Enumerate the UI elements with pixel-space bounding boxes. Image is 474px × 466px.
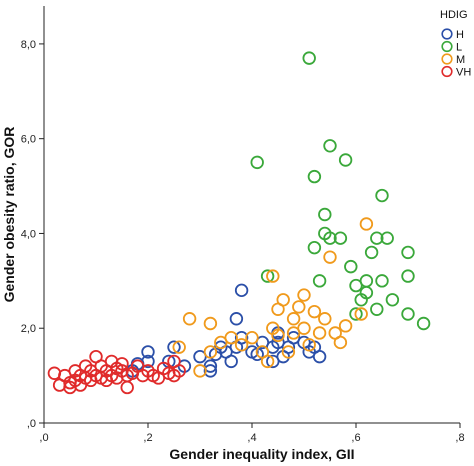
data-point-l (359, 274, 374, 288)
x-tick-label: ,0 (39, 432, 48, 444)
data-point-l (307, 169, 322, 184)
data-point-m (203, 345, 218, 359)
data-point-l (323, 139, 337, 153)
data-point-m (234, 338, 249, 352)
data-point-l (302, 51, 316, 65)
data-point-h (167, 340, 181, 354)
data-point-l (323, 231, 337, 245)
y-axis-title: Gender obesity ratio, GOR (1, 127, 17, 303)
y-tick-label: 4,0 (21, 228, 36, 240)
data-point-h (229, 312, 244, 326)
data-point-m (224, 331, 238, 345)
data-point-m (297, 288, 311, 302)
data-point-l (375, 274, 389, 288)
data-point-h (234, 283, 249, 298)
data-point-m (182, 312, 197, 326)
data-point-vh (120, 380, 134, 395)
data-point-l (349, 307, 363, 321)
data-point-l (338, 153, 353, 167)
x-axis-title: Gender inequality index, GII (169, 446, 354, 462)
data-point-l (370, 231, 384, 245)
data-point-l (250, 155, 264, 170)
legend-marker-m (441, 53, 453, 65)
data-point-l (307, 240, 322, 255)
legend-marker-vh (441, 65, 453, 78)
data-point-h (234, 331, 249, 345)
x-tick-label: ,4 (247, 432, 256, 444)
data-point-h (141, 345, 155, 359)
data-point-m (338, 319, 353, 333)
data-point-l (416, 316, 431, 331)
data-point-m (266, 269, 280, 283)
data-point-l (401, 307, 415, 321)
x-axis: ,0 ,2 ,4 ,6 ,8 (39, 422, 465, 444)
data-point-m (312, 326, 327, 340)
data-point-l (318, 207, 332, 222)
legend-title: HDIG (440, 9, 468, 21)
legend-label-m: M (456, 54, 465, 66)
data-point-m (359, 217, 374, 231)
legend-marker-h (441, 28, 453, 40)
y-axis: ,0 2,0 4,0 6,0 8,0 (21, 6, 45, 430)
data-point-l (312, 274, 327, 288)
data-point-l (380, 231, 394, 245)
y-tick-label: 2,0 (21, 323, 36, 335)
data-point-m (245, 331, 259, 345)
data-point-m (333, 335, 348, 350)
data-point-h (312, 349, 327, 364)
data-point-l (401, 245, 415, 260)
y-tick-label: 8,0 (21, 39, 36, 51)
data-point-vh (115, 357, 129, 371)
data-point-m (307, 304, 322, 319)
legend-label-l: L (456, 42, 462, 54)
data-point-h (224, 354, 238, 369)
data-point-l (260, 269, 275, 283)
data-point-m (281, 345, 296, 359)
y-tick-label: 6,0 (21, 134, 36, 146)
y-tick-label: ,0 (27, 418, 36, 430)
data-point-m (318, 312, 332, 326)
data-points (47, 51, 431, 395)
x-tick-label: ,8 (455, 432, 464, 444)
data-point-m (172, 340, 186, 354)
data-point-m (260, 354, 275, 369)
data-point-l (370, 302, 384, 316)
data-point-m (193, 364, 207, 378)
x-tick-label: ,6 (351, 432, 360, 444)
data-point-m (354, 307, 368, 321)
data-point-l (333, 231, 348, 245)
data-point-vh (172, 364, 186, 378)
data-point-m (286, 312, 301, 326)
data-point-m (323, 250, 337, 264)
data-point-l (344, 259, 358, 274)
data-point-h (203, 364, 218, 378)
data-point-m (271, 328, 285, 343)
x-tick-label: ,2 (143, 432, 152, 444)
data-point-m (297, 321, 311, 335)
legend-label-h: H (456, 29, 464, 41)
data-point-l (364, 245, 379, 260)
data-point-l (401, 269, 415, 283)
legend-marker-l (441, 40, 453, 53)
legend-label-vh: VH (456, 67, 471, 79)
data-point-m (292, 300, 306, 314)
data-point-l (385, 293, 400, 307)
data-point-m (276, 293, 290, 307)
data-point-m (302, 338, 316, 352)
data-point-m (203, 316, 218, 331)
data-point-l (375, 188, 389, 203)
